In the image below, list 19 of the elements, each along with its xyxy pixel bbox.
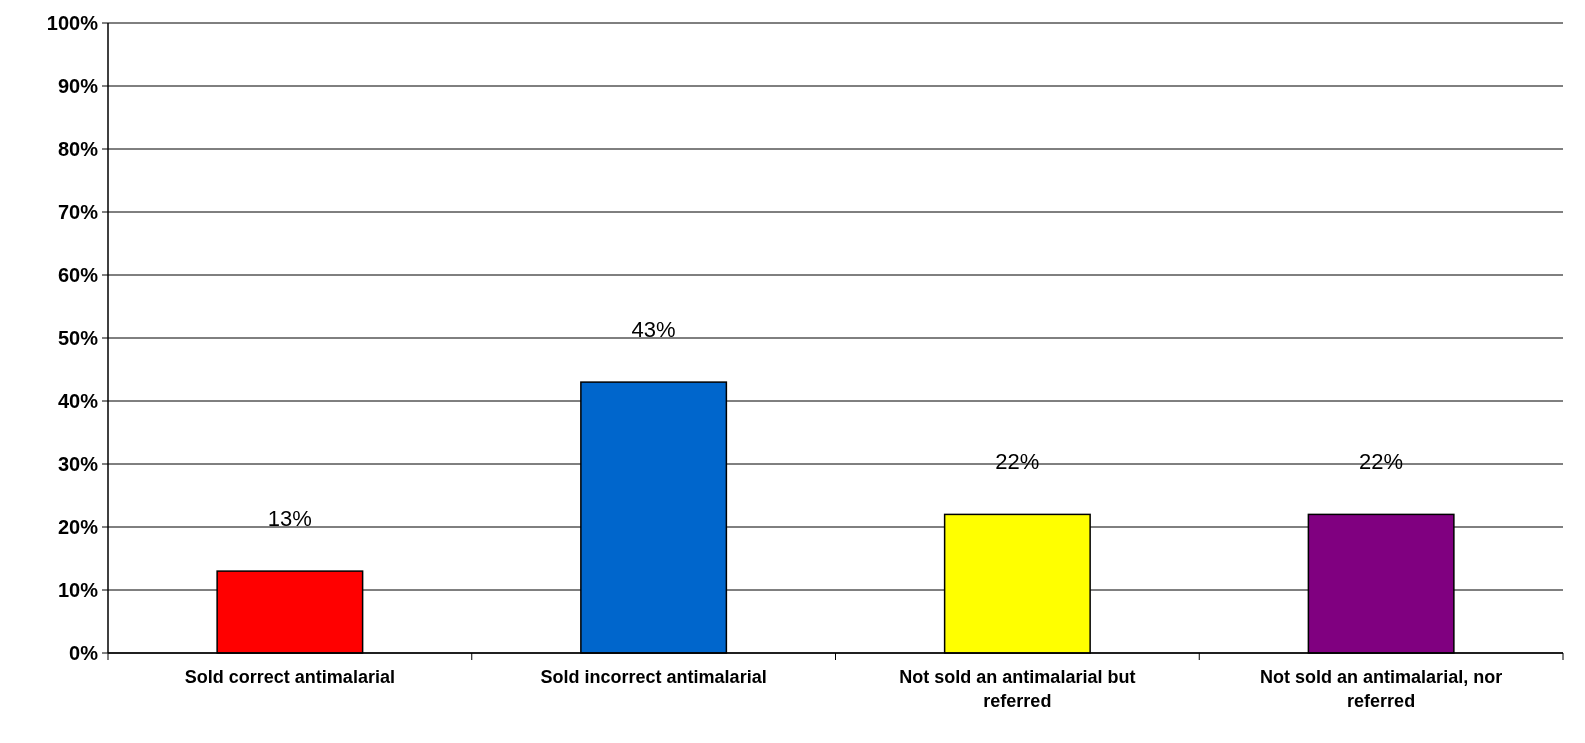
data-label: 22% xyxy=(995,449,1040,475)
y-tick-label: 60% xyxy=(57,264,99,286)
data-label: 13% xyxy=(267,506,312,532)
y-tick-label: 0% xyxy=(69,642,99,664)
data-label: 43% xyxy=(631,317,676,343)
x-tick-label: Sold incorrect antimalarial xyxy=(540,667,767,687)
y-tick-label: 50% xyxy=(57,327,99,349)
y-tick-label: 30% xyxy=(57,453,99,475)
y-tick-label: 90% xyxy=(57,75,99,97)
x-tick-label: Not sold an antimalarial but referred xyxy=(899,667,1136,711)
x-tick-label: Not sold an antimalarial, nor referred xyxy=(1260,667,1503,711)
data-label: 22% xyxy=(1359,449,1404,475)
y-tick-label: 20% xyxy=(57,516,99,538)
y-tick-label: 10% xyxy=(57,579,99,601)
x-tick-label: Sold correct antimalarial xyxy=(184,667,395,687)
y-tick-label: 100% xyxy=(46,12,99,34)
y-tick-label: 70% xyxy=(57,201,99,223)
y-tick-label: 40% xyxy=(57,390,99,412)
y-tick-label: 80% xyxy=(57,138,99,160)
